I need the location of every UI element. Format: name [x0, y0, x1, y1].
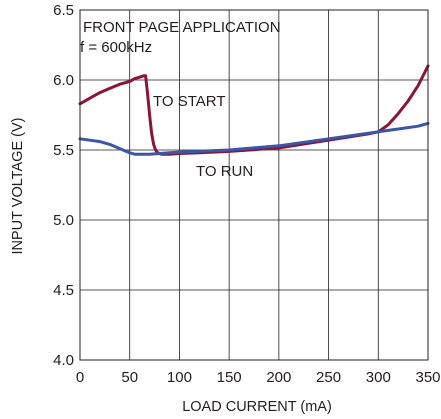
grid	[80, 10, 428, 360]
x-tick-label: 150	[217, 369, 242, 386]
x-tick-label: 0	[76, 369, 84, 386]
series-line-to-start	[78, 64, 430, 156]
y-tick-label: 6.5	[53, 2, 74, 19]
y-tick-label: 4.0	[53, 352, 74, 369]
y-axis-title: INPUT VOLTAGE (V)	[10, 118, 26, 255]
series-layer	[78, 64, 430, 156]
annotation-to-start: TO START	[153, 93, 226, 110]
y-tick-label: 6.0	[53, 72, 74, 89]
x-tick-label: 50	[121, 369, 138, 386]
y-tick-label: 4.5	[53, 282, 74, 299]
annotation-title: FRONT PAGE APPLICATION	[83, 19, 281, 36]
x-tick-label: 350	[415, 369, 440, 386]
y-tick-label: 5.5	[53, 142, 74, 159]
tick-labels: 0 50 100 150 200 250 300 350 4.0 4.5 5.0 5.5 6.0 6.5	[53, 2, 440, 386]
x-axis-title: LOAD CURRENT (mA)	[182, 399, 332, 415]
annotation-to-run: TO RUN	[196, 163, 253, 180]
x-tick-label: 300	[366, 369, 391, 386]
plot-frame	[79, 9, 429, 361]
x-tick-label: 250	[316, 369, 341, 386]
x-tick-label: 200	[266, 369, 291, 386]
x-tick-label: 100	[167, 369, 192, 386]
y-tick-label: 5.0	[53, 212, 74, 229]
series-line-to-run	[78, 121, 430, 156]
annotation-frequency: f = 600kHz	[80, 39, 152, 56]
